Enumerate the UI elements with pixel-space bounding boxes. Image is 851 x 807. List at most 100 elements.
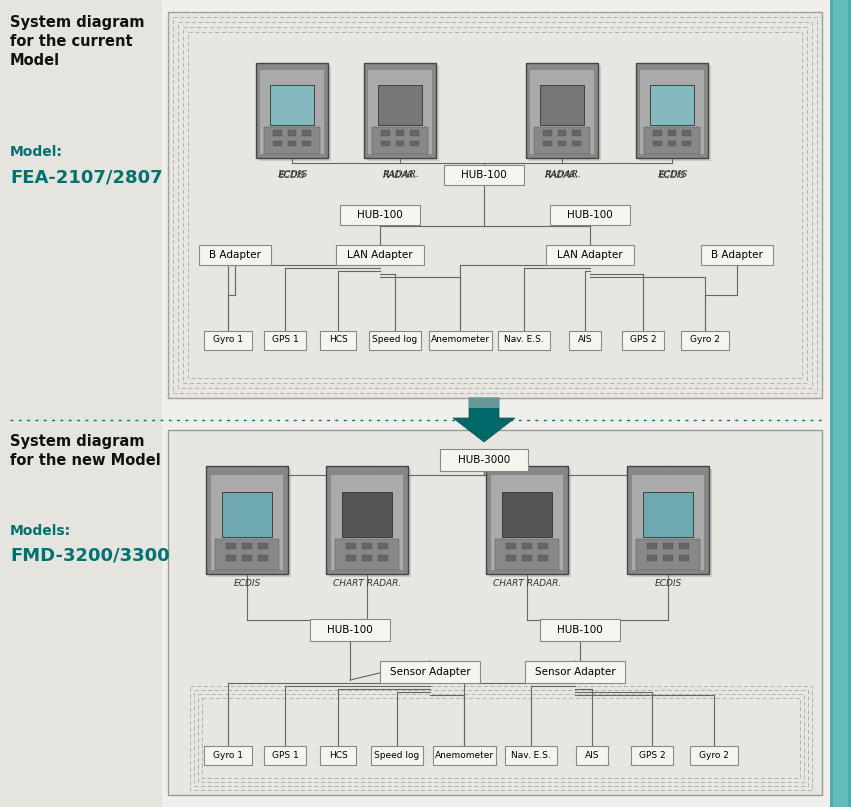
FancyBboxPatch shape (199, 245, 271, 265)
FancyBboxPatch shape (320, 331, 356, 349)
FancyBboxPatch shape (647, 542, 657, 550)
FancyBboxPatch shape (301, 140, 311, 146)
FancyBboxPatch shape (544, 130, 552, 136)
FancyBboxPatch shape (569, 331, 601, 349)
FancyBboxPatch shape (663, 542, 673, 550)
FancyBboxPatch shape (378, 542, 388, 550)
FancyBboxPatch shape (682, 130, 690, 136)
FancyBboxPatch shape (288, 140, 296, 146)
FancyBboxPatch shape (336, 245, 424, 265)
FancyBboxPatch shape (256, 62, 328, 157)
FancyBboxPatch shape (380, 661, 480, 683)
FancyBboxPatch shape (362, 554, 372, 562)
FancyBboxPatch shape (538, 542, 548, 550)
FancyBboxPatch shape (168, 430, 822, 795)
FancyBboxPatch shape (301, 130, 311, 136)
FancyBboxPatch shape (440, 449, 528, 471)
FancyBboxPatch shape (630, 469, 712, 577)
FancyBboxPatch shape (273, 140, 283, 146)
Text: AIS: AIS (585, 751, 599, 759)
Text: System diagram
for the new Model: System diagram for the new Model (10, 434, 161, 468)
Text: ECDIS: ECDIS (654, 579, 682, 588)
FancyBboxPatch shape (654, 140, 662, 146)
FancyBboxPatch shape (215, 539, 279, 570)
FancyBboxPatch shape (690, 746, 738, 764)
FancyBboxPatch shape (371, 746, 423, 764)
FancyBboxPatch shape (505, 542, 516, 550)
FancyBboxPatch shape (546, 245, 634, 265)
Text: Nav. E.S.: Nav. E.S. (504, 336, 544, 345)
FancyBboxPatch shape (270, 86, 314, 125)
FancyBboxPatch shape (264, 331, 306, 349)
FancyBboxPatch shape (489, 469, 571, 577)
Text: B Adapter: B Adapter (711, 250, 763, 260)
FancyBboxPatch shape (381, 140, 391, 146)
FancyBboxPatch shape (681, 331, 729, 349)
FancyBboxPatch shape (830, 0, 851, 807)
FancyBboxPatch shape (204, 331, 252, 349)
Text: Model:: Model: (10, 145, 63, 159)
Text: Gyro 2: Gyro 2 (699, 751, 729, 759)
FancyBboxPatch shape (258, 542, 268, 550)
Text: HUB-100: HUB-100 (461, 170, 507, 180)
FancyBboxPatch shape (367, 65, 439, 161)
Text: ECDIS: ECDIS (233, 579, 260, 588)
FancyBboxPatch shape (572, 130, 580, 136)
FancyBboxPatch shape (409, 130, 419, 136)
Text: LAN Adapter: LAN Adapter (557, 250, 623, 260)
FancyBboxPatch shape (378, 554, 388, 562)
FancyBboxPatch shape (544, 140, 552, 146)
FancyBboxPatch shape (525, 661, 625, 683)
FancyBboxPatch shape (264, 746, 306, 764)
FancyBboxPatch shape (335, 539, 399, 570)
Text: Sensor Adapter: Sensor Adapter (534, 667, 615, 677)
FancyBboxPatch shape (486, 466, 568, 574)
FancyBboxPatch shape (644, 127, 700, 153)
FancyBboxPatch shape (622, 331, 664, 349)
FancyBboxPatch shape (649, 86, 694, 125)
FancyBboxPatch shape (526, 62, 598, 157)
FancyBboxPatch shape (505, 554, 516, 562)
Polygon shape (469, 398, 499, 408)
FancyBboxPatch shape (209, 469, 291, 577)
FancyBboxPatch shape (679, 542, 689, 550)
FancyBboxPatch shape (341, 492, 392, 537)
Text: GPS 2: GPS 2 (630, 336, 656, 345)
FancyBboxPatch shape (576, 746, 608, 764)
Text: ECDIS: ECDIS (277, 170, 307, 179)
Text: Nav. E.S.: Nav. E.S. (511, 751, 551, 759)
FancyBboxPatch shape (273, 130, 283, 136)
FancyBboxPatch shape (682, 140, 690, 146)
FancyBboxPatch shape (326, 466, 408, 574)
FancyBboxPatch shape (340, 205, 420, 225)
FancyBboxPatch shape (320, 746, 356, 764)
Polygon shape (453, 398, 515, 442)
Text: Models:: Models: (10, 524, 71, 538)
FancyBboxPatch shape (204, 746, 252, 764)
FancyBboxPatch shape (226, 554, 236, 562)
Text: Anemometer: Anemometer (435, 751, 494, 759)
FancyBboxPatch shape (432, 746, 495, 764)
FancyBboxPatch shape (522, 542, 532, 550)
Text: ECDIS: ECDIS (659, 171, 686, 180)
Text: CHART RADAR.: CHART RADAR. (493, 579, 561, 588)
FancyBboxPatch shape (362, 542, 372, 550)
FancyBboxPatch shape (372, 127, 428, 153)
FancyBboxPatch shape (833, 0, 848, 807)
Text: RADAR.: RADAR. (383, 171, 417, 180)
Text: HCS: HCS (328, 336, 347, 345)
FancyBboxPatch shape (654, 130, 662, 136)
FancyBboxPatch shape (557, 130, 567, 136)
FancyBboxPatch shape (631, 746, 673, 764)
FancyBboxPatch shape (647, 554, 657, 562)
FancyBboxPatch shape (221, 492, 272, 537)
FancyBboxPatch shape (636, 62, 708, 157)
FancyBboxPatch shape (701, 245, 773, 265)
FancyBboxPatch shape (505, 746, 557, 764)
FancyBboxPatch shape (264, 127, 320, 153)
Text: RADAR.: RADAR. (545, 171, 580, 180)
FancyBboxPatch shape (226, 542, 236, 550)
FancyBboxPatch shape (346, 554, 356, 562)
Text: GPS 2: GPS 2 (639, 751, 665, 759)
FancyBboxPatch shape (369, 331, 421, 349)
